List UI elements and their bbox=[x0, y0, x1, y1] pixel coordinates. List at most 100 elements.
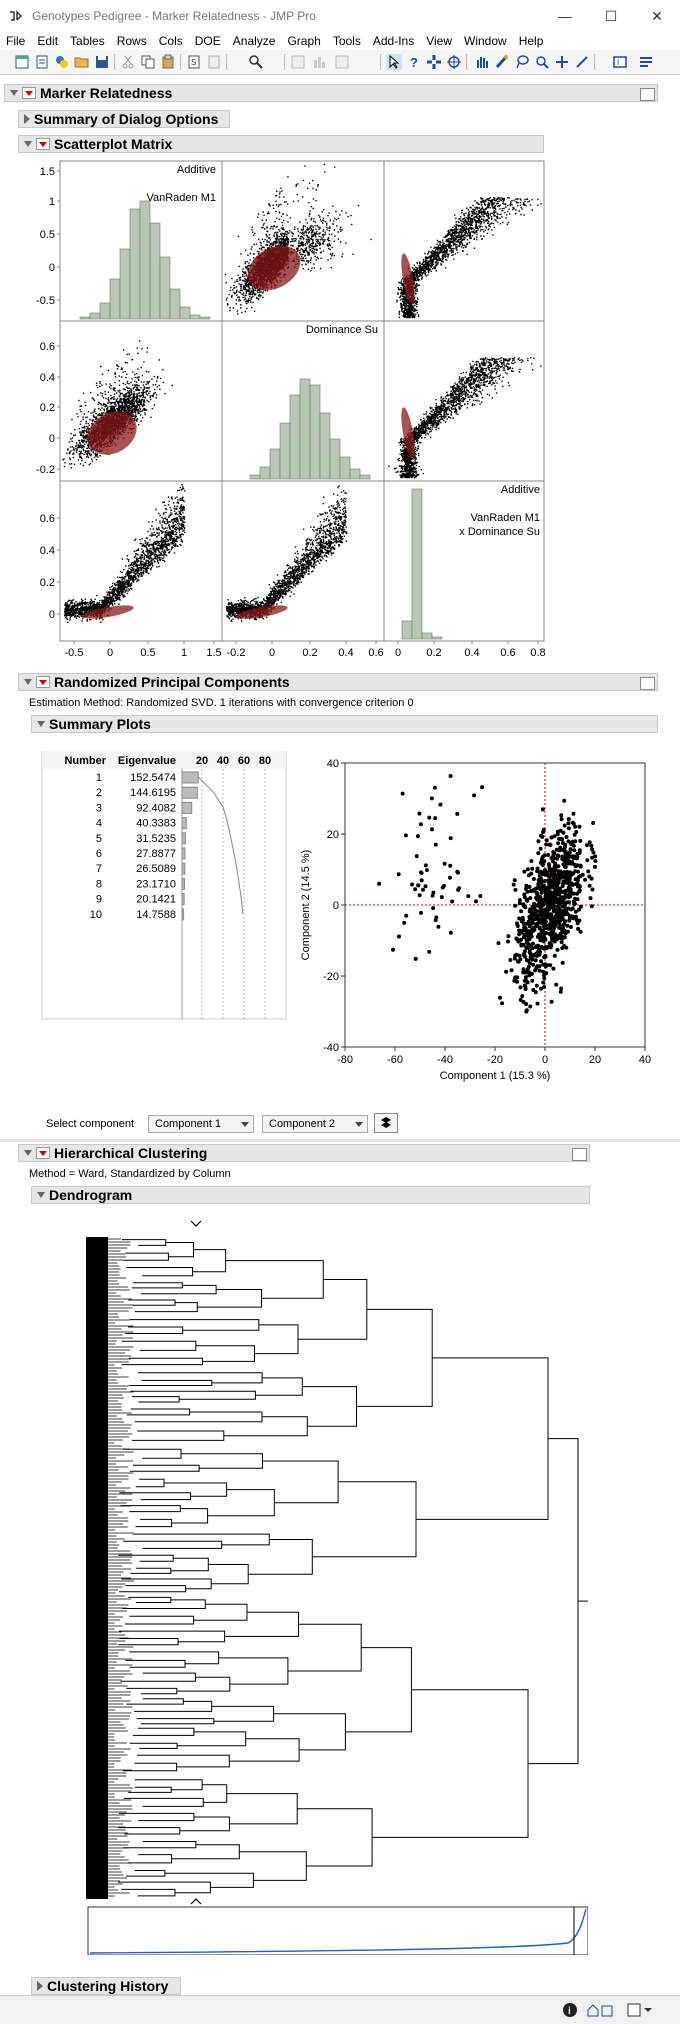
toolbar-options-icon[interactable] bbox=[638, 54, 654, 70]
red-triangle-menu-icon[interactable] bbox=[36, 1147, 50, 1159]
info-icon[interactable]: i bbox=[562, 2002, 578, 2018]
y-tick-label: 0.4 bbox=[40, 545, 55, 557]
menu-doe[interactable]: DOE bbox=[194, 34, 221, 48]
summary-plots-header[interactable]: Summary Plots bbox=[31, 715, 658, 733]
x-tick-label: 0.4 bbox=[464, 647, 479, 659]
menu-rows[interactable]: Rows bbox=[116, 34, 147, 48]
magnifier-tool-icon[interactable] bbox=[534, 54, 550, 70]
red-triangle-menu-icon[interactable] bbox=[22, 87, 36, 99]
menu-window[interactable]: Window bbox=[464, 34, 507, 48]
section-divider bbox=[0, 1139, 680, 1142]
component-y-select[interactable]: Component 2 bbox=[262, 1115, 368, 1133]
pca-header[interactable]: Randomized Principal Components bbox=[18, 673, 658, 691]
brush-tool-icon[interactable] bbox=[494, 54, 510, 70]
swap-icon bbox=[381, 1117, 391, 1128]
cut-icon[interactable] bbox=[120, 54, 136, 70]
scatterplot-matrix[interactable]: Additive VanRaden M1 Dominance Su Additive V… bbox=[0, 158, 560, 728]
annotate-tool-icon[interactable]: I bbox=[612, 54, 628, 70]
detach-window-icon[interactable] bbox=[572, 1148, 587, 1161]
component-x-select[interactable]: Component 1 bbox=[148, 1115, 254, 1133]
open-icon[interactable] bbox=[74, 54, 90, 70]
home-window-icon[interactable] bbox=[586, 2002, 616, 2018]
journal-icon[interactable]: S bbox=[186, 54, 202, 70]
eigen-row-value: 152.5474 bbox=[130, 772, 176, 784]
maximize-button[interactable]: ☐ bbox=[588, 0, 634, 32]
crosshairs-plus-icon[interactable] bbox=[554, 54, 570, 70]
menu-tools[interactable]: Tools bbox=[332, 34, 361, 48]
x-tick-label: -0.5 bbox=[65, 647, 84, 659]
menu-cols[interactable]: Cols bbox=[158, 34, 183, 48]
eigen-bar bbox=[181, 893, 185, 906]
eigen-row-number: 2 bbox=[96, 787, 102, 799]
save-icon[interactable] bbox=[94, 54, 110, 70]
disclosure-closed-icon[interactable] bbox=[24, 114, 30, 124]
minimize-button[interactable]: — bbox=[542, 0, 588, 32]
line-tool-icon[interactable] bbox=[574, 54, 590, 70]
distribution-icon[interactable] bbox=[312, 54, 328, 70]
menu-graph[interactable]: Graph bbox=[287, 34, 321, 48]
y-tick-label: -40 bbox=[323, 1042, 339, 1054]
eigen-row-number: 4 bbox=[96, 818, 102, 830]
paste-icon[interactable] bbox=[160, 54, 176, 70]
python-icon[interactable] bbox=[54, 54, 70, 70]
close-button[interactable]: ✕ bbox=[634, 0, 680, 32]
red-triangle-menu-icon[interactable] bbox=[36, 138, 50, 150]
disclosure-open-icon[interactable] bbox=[24, 1150, 32, 1156]
crosshair-tool-icon[interactable] bbox=[446, 54, 462, 70]
detach-window-icon[interactable] bbox=[640, 88, 655, 101]
menu-view[interactable]: View bbox=[426, 34, 452, 48]
search-icon[interactable] bbox=[248, 54, 264, 70]
disclosure-open-icon[interactable] bbox=[37, 1192, 45, 1198]
pca-score-plot[interactable]: -80 -60 -40 -20 0 20 40 40 20 0 -20 -40 Component 1 … bbox=[295, 755, 660, 1085]
clustering-history-header[interactable]: Clustering History bbox=[31, 1977, 181, 1995]
detach-window-icon[interactable] bbox=[640, 677, 655, 690]
disclosure-closed-icon[interactable] bbox=[37, 1981, 43, 1991]
bar-tick-label: 60 bbox=[238, 755, 250, 767]
marker-relatedness-header[interactable]: Marker Relatedness bbox=[4, 84, 658, 102]
summary-dialog-title: Summary of Dialog Options bbox=[34, 111, 219, 127]
new-script-icon[interactable] bbox=[34, 54, 50, 70]
menu-analyze[interactable]: Analyze bbox=[232, 34, 276, 48]
menu-file[interactable]: File bbox=[6, 34, 26, 48]
eigen-row-value: 20.1421 bbox=[136, 894, 176, 906]
x-tick-label: 0.6 bbox=[368, 647, 383, 659]
histogram-bar bbox=[319, 412, 331, 480]
lasso-tool-icon[interactable] bbox=[514, 54, 530, 70]
arrow-tool-icon[interactable] bbox=[386, 54, 402, 70]
red-triangle-menu-icon[interactable] bbox=[36, 676, 50, 688]
diagonal-label: VanRaden M1 bbox=[146, 192, 216, 204]
x-tick-label: 1 bbox=[181, 647, 187, 659]
swap-components-button[interactable] bbox=[374, 1113, 398, 1133]
window-list-icon[interactable] bbox=[626, 2002, 656, 2018]
menu-help[interactable]: Help bbox=[518, 34, 544, 48]
x-tick-label: -20 bbox=[487, 1054, 503, 1066]
density-ellipse bbox=[401, 407, 415, 459]
copy-icon[interactable] bbox=[140, 54, 156, 70]
clustering-header[interactable]: Hierarchical Clustering bbox=[18, 1144, 590, 1162]
summary-dialog-header[interactable]: Summary of Dialog Options bbox=[18, 110, 230, 128]
disclosure-open-icon[interactable] bbox=[24, 679, 32, 685]
new-table-icon[interactable] bbox=[14, 54, 30, 70]
selection-tool-icon[interactable] bbox=[426, 54, 442, 70]
x-tick-label: 0.4 bbox=[338, 647, 353, 659]
disclosure-open-icon[interactable] bbox=[10, 90, 18, 96]
data-grid-icon[interactable] bbox=[290, 54, 306, 70]
layout-icon[interactable] bbox=[206, 54, 222, 70]
menu-addins[interactable]: Add-Ins bbox=[372, 34, 415, 48]
fit-icon[interactable] bbox=[334, 54, 350, 70]
menu-edit[interactable]: Edit bbox=[37, 34, 59, 48]
grabber-tool-icon[interactable] bbox=[474, 54, 490, 70]
histogram-bar bbox=[349, 468, 361, 480]
help-tool-icon[interactable]: ? bbox=[406, 54, 422, 70]
disclosure-open-icon[interactable] bbox=[24, 141, 32, 147]
disclosure-open-icon[interactable] bbox=[37, 721, 45, 727]
distance-graph-line bbox=[89, 1908, 587, 1954]
eigen-bar bbox=[181, 877, 185, 890]
menu-tables[interactable]: Tables bbox=[70, 34, 105, 48]
table-header-bg bbox=[42, 751, 286, 769]
dendrogram-header[interactable]: Dendrogram bbox=[31, 1186, 590, 1204]
scatterplot-matrix-header[interactable]: Scatterplot Matrix bbox=[18, 135, 544, 153]
dendrogram[interactable] bbox=[48, 1215, 588, 1955]
leaf-branches bbox=[108, 1238, 134, 1897]
svg-text:i: i bbox=[568, 2006, 571, 2017]
